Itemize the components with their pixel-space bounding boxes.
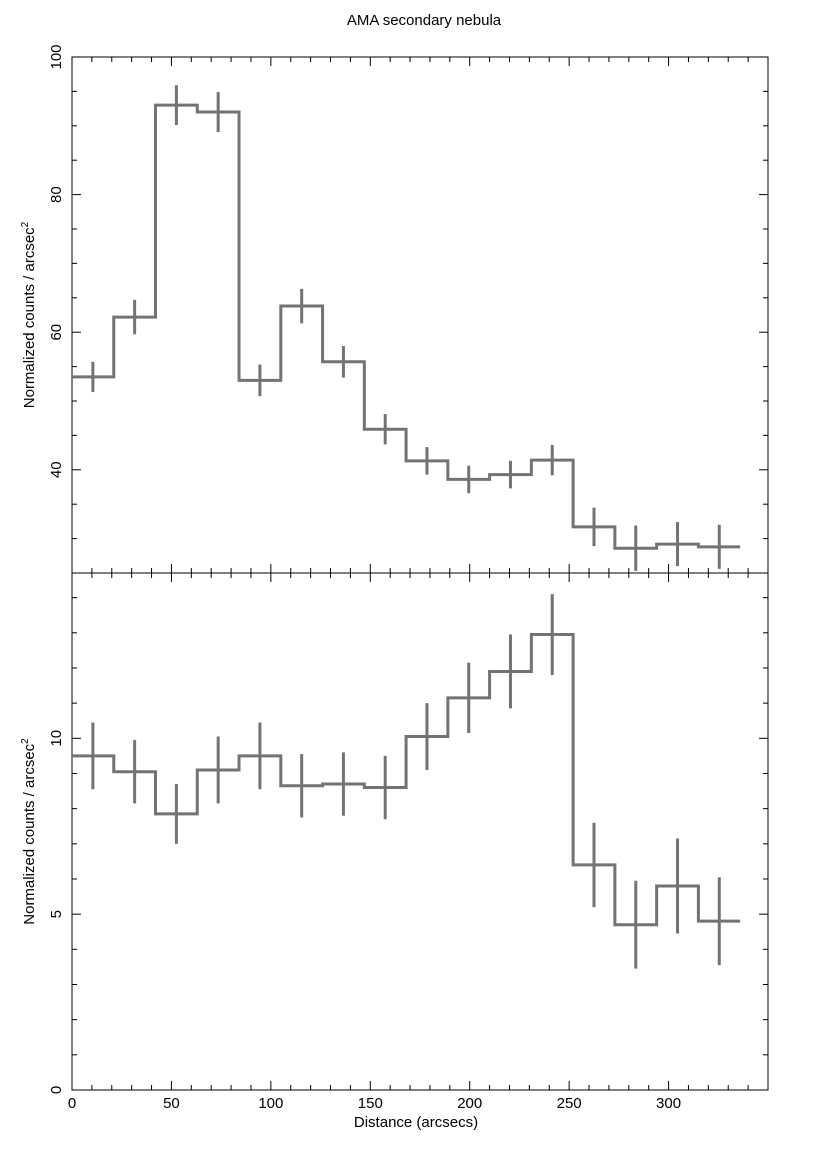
y-tick-label: 100	[48, 44, 65, 69]
panel-1: 40 60 80 100 Normalized counts / arcsec2	[20, 44, 769, 574]
series-step-line	[72, 103, 741, 550]
x-tick-label: 200	[457, 1095, 482, 1112]
x-tick-label: 300	[656, 1095, 681, 1112]
panel-1-frame	[71, 56, 769, 574]
y-tick-label: 0	[48, 1086, 65, 1094]
x-tick-label: 250	[557, 1095, 582, 1112]
y-tick-label: 10	[48, 730, 65, 747]
x-tick-label: 0	[68, 1095, 76, 1112]
x-axis-label: Distance (arcsecs)	[354, 1114, 478, 1131]
chart-title: AMA secondary nebula	[347, 12, 502, 29]
panel-2: 0 50 100 150 200 250 300 0 5 10 Normalized counts …	[20, 572, 769, 1131]
y-axis-label: Normalized counts / arcsec2	[20, 221, 38, 408]
x-tick-label: 100	[258, 1095, 283, 1112]
x-tick-label: 150	[358, 1095, 383, 1112]
y-axis-label: Normalized counts / arcsec2	[20, 738, 38, 925]
series-step-line	[72, 633, 741, 927]
panel-2-frame	[71, 572, 769, 1091]
y-tick-label: 5	[48, 910, 65, 918]
x-tick-label: 50	[163, 1095, 180, 1112]
y-tick-label: 60	[48, 324, 65, 341]
y-tick-label: 80	[48, 186, 65, 203]
y-tick-label: 40	[48, 461, 65, 478]
